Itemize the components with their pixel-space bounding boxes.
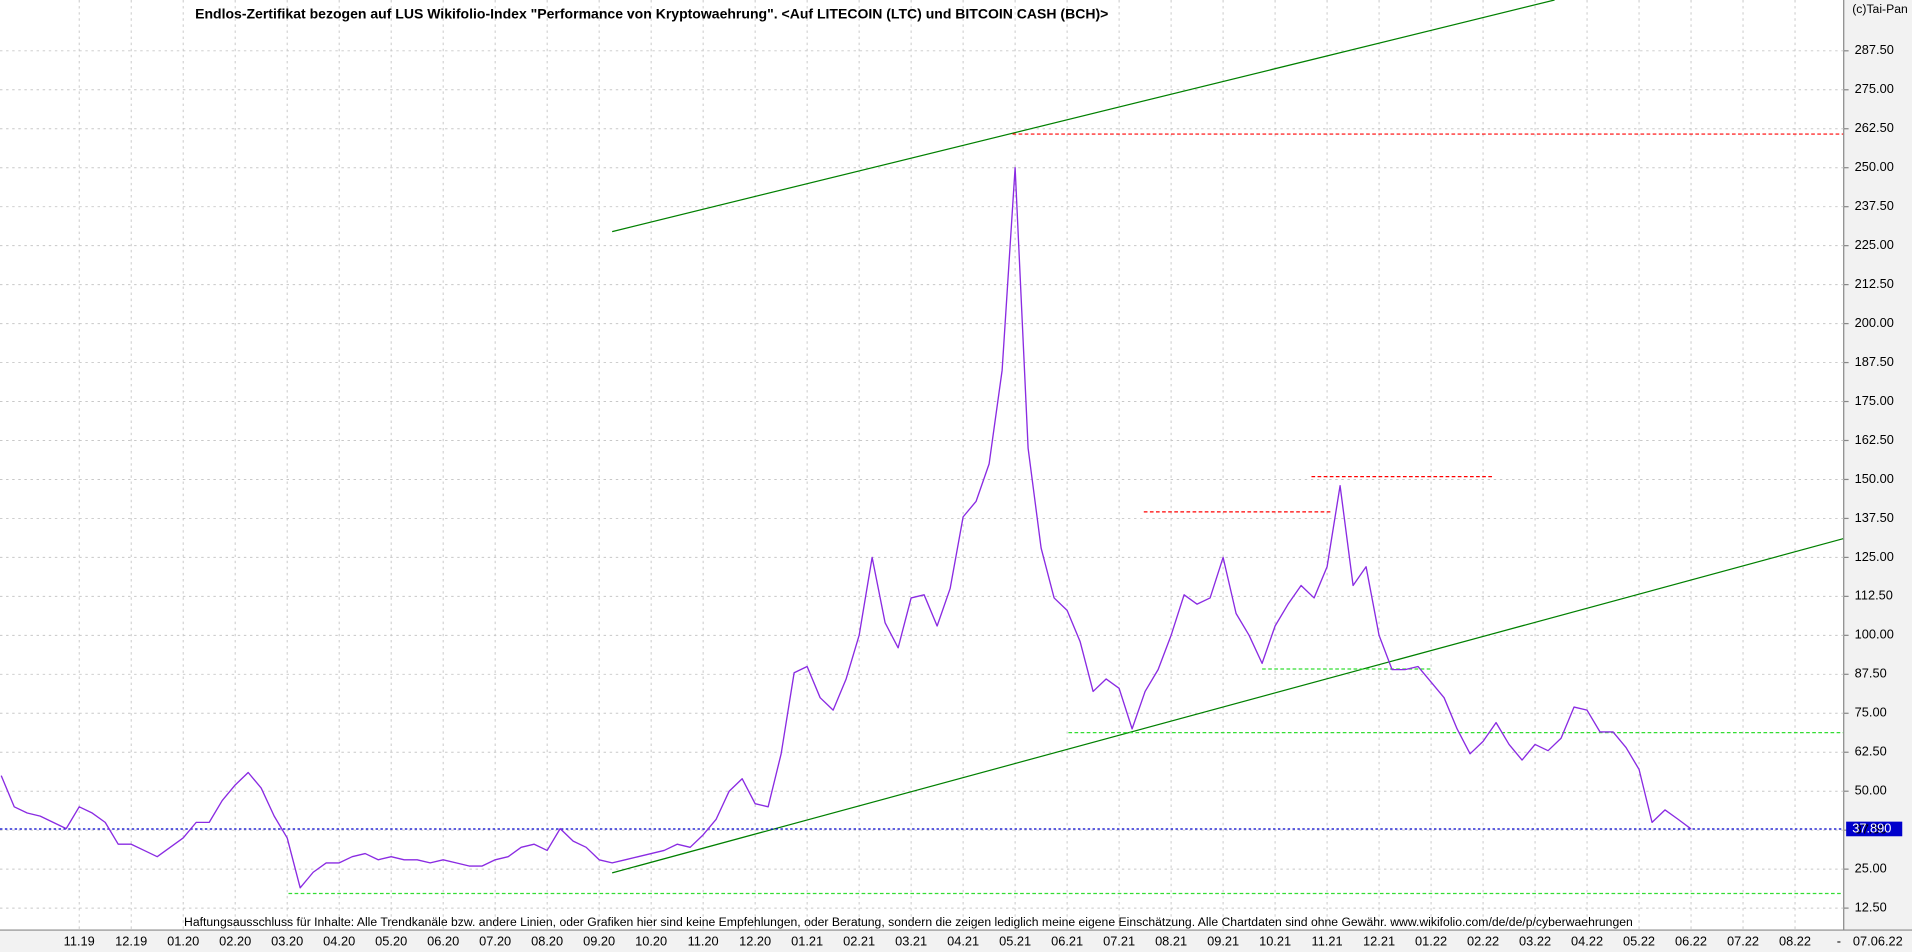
x-tick-label: 04.21 xyxy=(947,934,979,949)
y-tick-label: 262.50 xyxy=(1855,120,1894,135)
x-tick-label: 10.21 xyxy=(1259,934,1291,949)
y-tick-label: 212.50 xyxy=(1855,276,1894,291)
x-tick-label: 07.21 xyxy=(1103,934,1135,949)
x-tick-label: 07.22 xyxy=(1727,934,1759,949)
y-tick-label: 50.00 xyxy=(1855,783,1887,798)
chart-title: Endlos-Zertifikat bezogen auf LUS Wikifo… xyxy=(195,5,1108,21)
y-tick-label: 112.50 xyxy=(1855,588,1893,603)
y-tick-label: 150.00 xyxy=(1855,471,1894,486)
y-tick-label: 200.00 xyxy=(1855,315,1894,330)
marks xyxy=(0,0,1903,895)
x-tick-label: 01.20 xyxy=(167,934,199,949)
current-date: 07.06.22 xyxy=(1853,934,1903,949)
y-tick-label: 87.50 xyxy=(1855,666,1887,681)
x-tick-label: 11.20 xyxy=(688,934,719,949)
disclaimer: Haftungsausschluss für Inhalte: Alle Tre… xyxy=(184,915,1633,929)
y-tick-label: 37.50 xyxy=(1855,822,1887,837)
y-tick-label: 125.00 xyxy=(1855,549,1894,564)
x-tick-label: 07.20 xyxy=(479,934,511,949)
y-axis-band xyxy=(1843,0,1912,952)
y-tick-label: 250.00 xyxy=(1855,159,1894,174)
date-separator: - xyxy=(1837,934,1841,949)
x-axis-band xyxy=(0,930,1912,952)
x-tick-label: 05.22 xyxy=(1623,934,1655,949)
x-tick-label: 01.21 xyxy=(791,934,823,949)
x-tick-label: 11.21 xyxy=(1312,934,1343,949)
y-tick-label: 225.00 xyxy=(1855,237,1894,252)
y-tick-label: 62.50 xyxy=(1855,744,1887,759)
x-tick-label: 02.21 xyxy=(843,934,875,949)
y-tick-label: 137.50 xyxy=(1855,510,1894,525)
y-tick-label: 12.50 xyxy=(1855,899,1887,914)
y-tick-label: 162.50 xyxy=(1855,432,1894,447)
x-tick-label: 04.20 xyxy=(323,934,355,949)
trend-line xyxy=(612,0,1555,233)
x-tick-label: 08.20 xyxy=(531,934,563,949)
y-tick-label: 287.50 xyxy=(1855,42,1894,57)
x-tick-label: 08.22 xyxy=(1779,934,1811,949)
x-tick-label: 10.20 xyxy=(635,934,667,949)
trend-line xyxy=(611,538,1844,874)
x-tick-label: 12.21 xyxy=(1363,934,1395,949)
x-tick-label: 03.20 xyxy=(271,934,303,949)
x-tick-label: 04.22 xyxy=(1571,934,1603,949)
x-tick-label: 05.21 xyxy=(999,934,1031,949)
y-tick-label: 187.50 xyxy=(1855,354,1894,369)
x-tick-label: 06.20 xyxy=(427,934,459,949)
last-price-box xyxy=(1846,821,1903,837)
x-tick-label: 06.22 xyxy=(1675,934,1707,949)
x-tick-label: 12.20 xyxy=(739,934,771,949)
y-tick-label: 75.00 xyxy=(1855,705,1887,720)
y-tick-label: 175.00 xyxy=(1855,393,1894,408)
last-price-label: 37.890 xyxy=(1852,820,1891,835)
x-tick-label: 09.21 xyxy=(1207,934,1239,949)
x-tick-label: 05.20 xyxy=(375,934,407,949)
copyright: (c)Tai-Pan xyxy=(1852,2,1908,16)
y-tick-label: 275.00 xyxy=(1855,81,1894,96)
x-tick-label: 03.21 xyxy=(895,934,927,949)
grid xyxy=(0,0,1849,931)
y-tick-label: 25.00 xyxy=(1855,861,1887,876)
x-tick-label: 08.21 xyxy=(1155,934,1187,949)
price-line xyxy=(0,167,1692,889)
x-tick-label: 01.22 xyxy=(1415,934,1447,949)
x-tick-label: 02.22 xyxy=(1467,934,1499,949)
x-tick-label: 09.20 xyxy=(583,934,615,949)
y-tick-label: 100.00 xyxy=(1855,627,1894,642)
x-tick-label: 11.19 xyxy=(64,934,95,949)
y-tick-label: 237.50 xyxy=(1855,198,1894,213)
x-tick-label: 06.21 xyxy=(1051,934,1083,949)
x-tick-label: 02.20 xyxy=(219,934,251,949)
x-tick-label: 12.19 xyxy=(115,934,147,949)
x-tick-label: 03.22 xyxy=(1519,934,1551,949)
